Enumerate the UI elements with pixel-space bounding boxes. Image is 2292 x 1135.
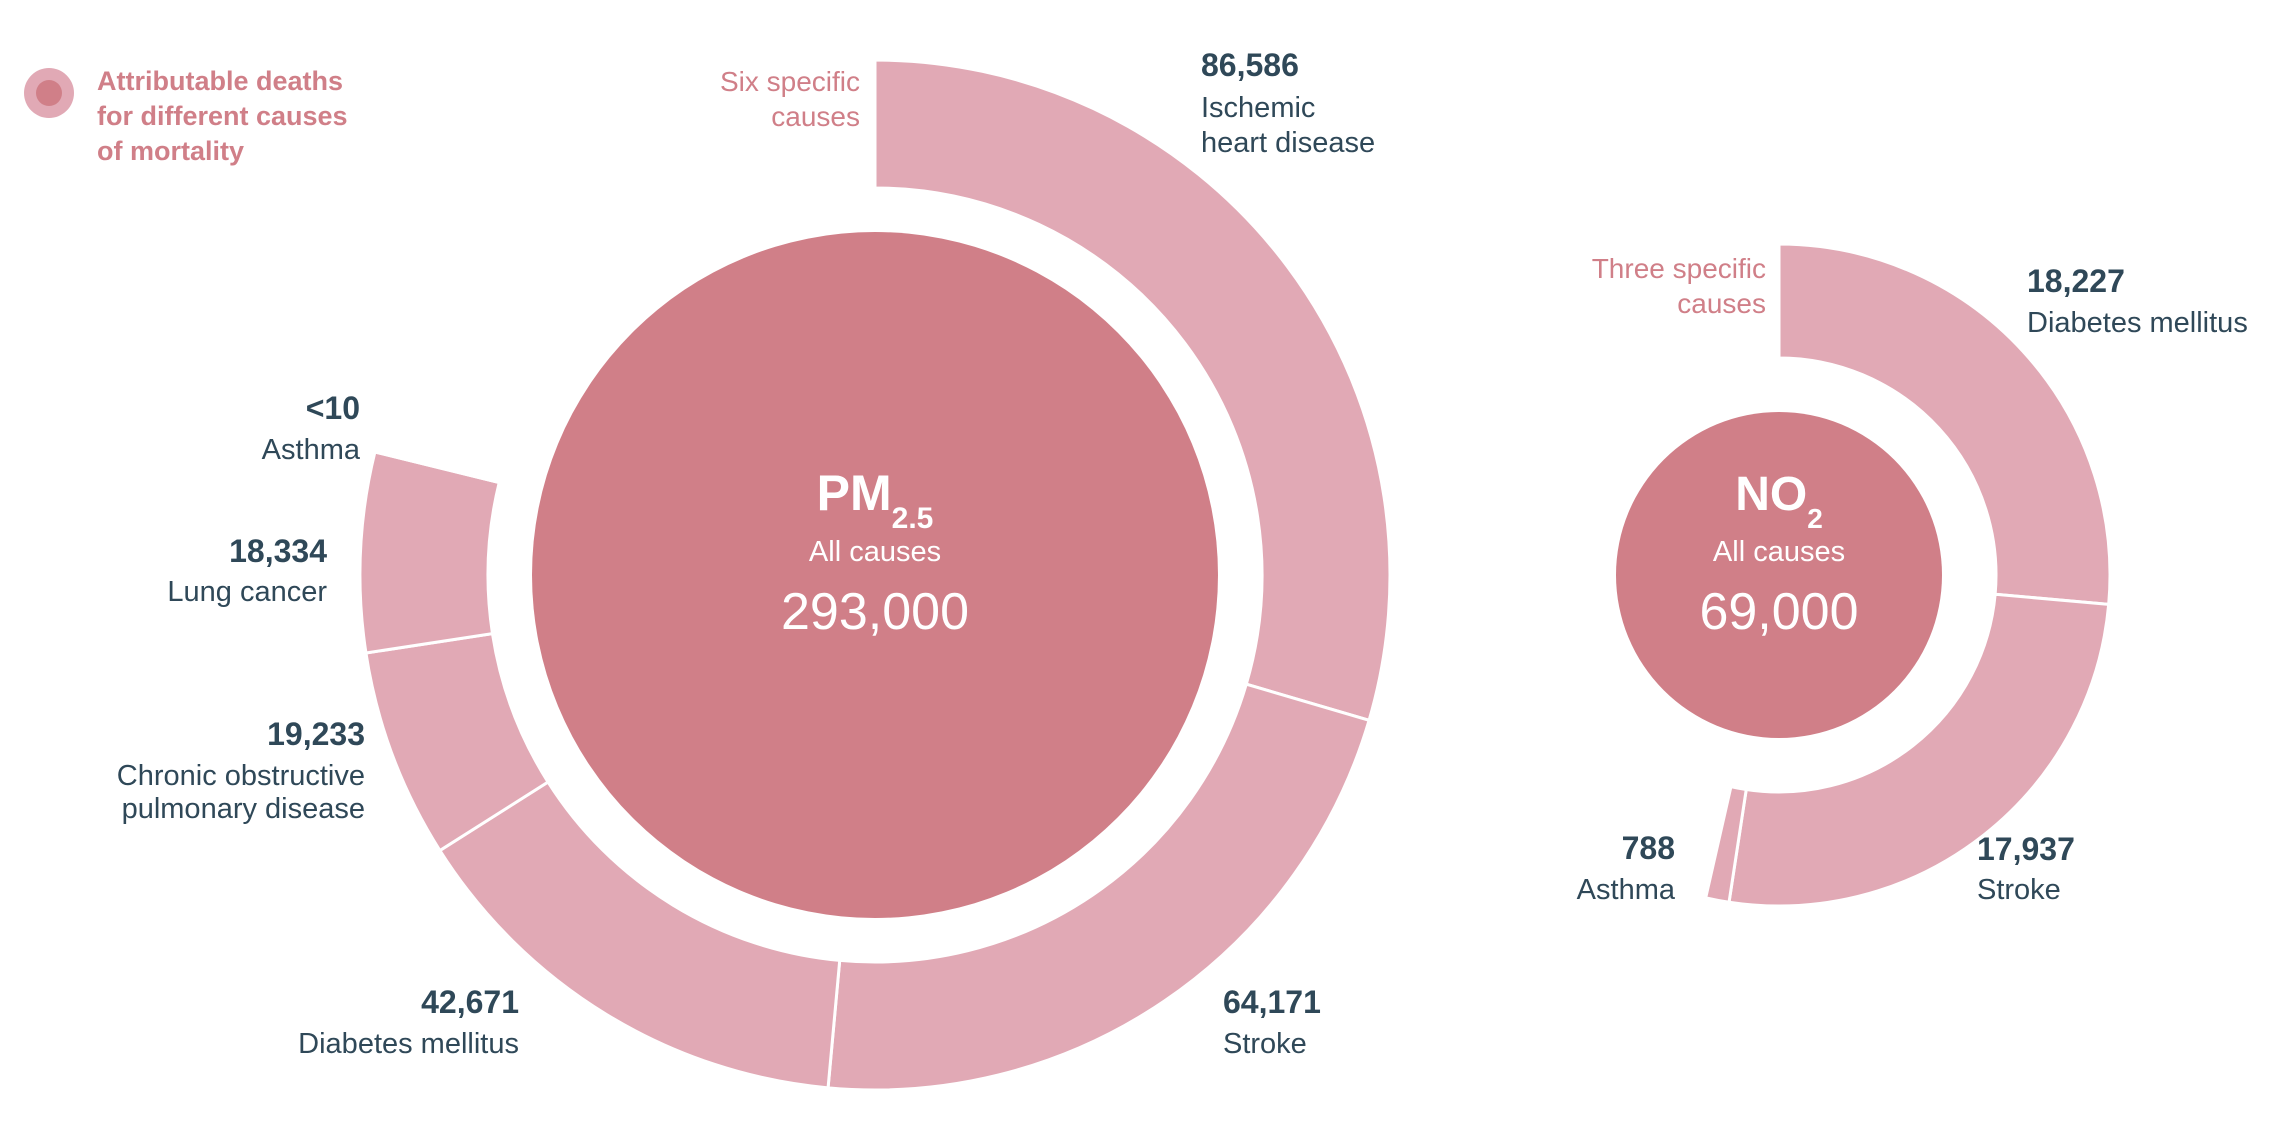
no2-pollutant-sub: 2 xyxy=(1807,503,1823,534)
pm25-slice-value-lung: 18,334 xyxy=(229,533,327,569)
no2-chart: NO2 All causes 69,000 Three specific cau… xyxy=(1577,242,2248,908)
no2-slice-value-diabetes: 18,227 xyxy=(2027,263,2125,299)
no2-slice-1 xyxy=(1727,592,2111,908)
pm25-slice-value-ihd: 86,586 xyxy=(1201,47,1299,83)
legend-line-2: for different causes xyxy=(97,101,348,131)
pm25-center-label: All causes xyxy=(809,536,941,568)
pm25-slice-label-copd-2: pulmonary disease xyxy=(122,793,365,825)
pm25-note-line-2: causes xyxy=(771,101,860,132)
pm25-slice-label-copd-1: Chronic obstructive xyxy=(117,760,365,792)
pm25-pollutant-title: PM2.5 xyxy=(817,465,934,535)
pm25-center-circle xyxy=(532,232,1218,918)
pm25-slice-4 xyxy=(358,450,502,655)
legend-inner-dot xyxy=(36,80,62,106)
pm25-slice-label-ihd-2: heart disease xyxy=(1201,127,1375,159)
pm25-wedges xyxy=(358,58,1392,1092)
pm25-slice-label-ihd-1: Ischemic xyxy=(1201,92,1315,124)
no2-pollutant-title: NO2 xyxy=(1735,468,1823,534)
pm25-slice-value-stroke: 64,171 xyxy=(1223,984,1321,1020)
no2-slice-label-diabetes: Diabetes mellitus xyxy=(2027,307,2248,339)
pm25-slice-label-lung: Lung cancer xyxy=(167,576,327,608)
no2-slice-value-asthma: 788 xyxy=(1622,830,1675,866)
no2-note-line-2: causes xyxy=(1677,288,1766,319)
legend: Attributable deaths for different causes… xyxy=(24,66,348,166)
no2-slice-2 xyxy=(1703,784,1748,904)
no2-slice-label-stroke: Stroke xyxy=(1977,874,2061,906)
no2-slice-value-stroke: 17,937 xyxy=(1977,831,2075,867)
no2-total-label: 69,000 xyxy=(1699,583,1858,641)
no2-slice-0 xyxy=(1777,242,2112,607)
pm25-slice-value-copd: 19,233 xyxy=(267,716,365,752)
no2-wedges xyxy=(1703,242,2112,908)
no2-pollutant-main: NO xyxy=(1735,468,1807,521)
legend-line-3: of mortality xyxy=(97,136,244,166)
pm25-slice-1 xyxy=(826,682,1371,1092)
pm25-slice-5 xyxy=(373,447,502,485)
pm25-slice-label-diabetes: Diabetes mellitus xyxy=(298,1028,519,1060)
no2-center-circle xyxy=(1616,412,1942,738)
legend-line-1: Attributable deaths xyxy=(97,66,343,96)
no2-note-line-1: Three specific xyxy=(1592,253,1766,284)
no2-slice-label-asthma: Asthma xyxy=(1577,874,1676,906)
pm25-slice-0 xyxy=(873,58,1392,723)
pm25-total-label: 293,000 xyxy=(781,583,969,641)
pm25-slice-label-asthma: Asthma xyxy=(262,434,361,466)
pm25-chart: PM2.5 All causes 293,000 Six specific ca… xyxy=(117,47,1392,1092)
pm25-slice-label-stroke: Stroke xyxy=(1223,1028,1307,1060)
pm25-pollutant-sub: 2.5 xyxy=(892,502,934,535)
no2-center-label: All causes xyxy=(1713,536,1845,568)
pm25-note-line-1: Six specific xyxy=(720,66,860,97)
pm25-slice-value-asthma: <10 xyxy=(306,390,360,426)
pm25-pollutant-main: PM xyxy=(817,465,892,521)
pm25-slice-value-diabetes: 42,671 xyxy=(421,984,519,1020)
